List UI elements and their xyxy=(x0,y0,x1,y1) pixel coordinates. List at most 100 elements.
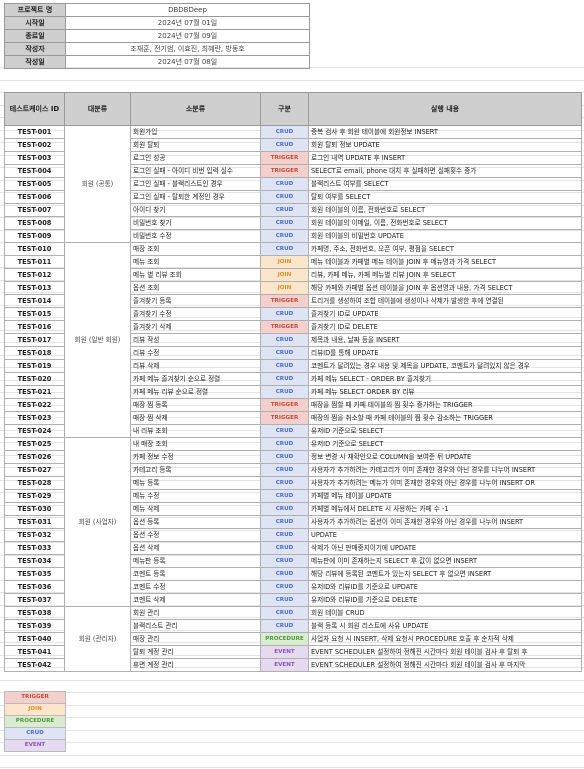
minor-category-cell: 비밀번호 수정 xyxy=(130,229,261,243)
test-id-cell: TEST-042 xyxy=(4,658,65,672)
content-cell: 회원 테이블의 이름, 전화번호로 SELECT xyxy=(308,203,582,217)
project-info-table: 프로젝트 명 DBDBDeep 시작일 2024년 07월 01일 종료일 2024년 0… xyxy=(4,3,310,69)
info-key: 작성자 xyxy=(4,42,66,56)
gridline xyxy=(0,679,584,681)
minor-category-cell: 메뉴 삭제 xyxy=(130,502,261,516)
test-id-cell: TEST-030 xyxy=(4,502,65,516)
minor-category-cell: 카페 정보 수정 xyxy=(130,450,261,464)
content-cell: 즐겨찾기 ID로 UPDATE xyxy=(308,307,582,321)
minor-category-cell: 리뷰 수정 xyxy=(130,346,261,360)
content-cell: 트리거를 생성하여 조합 테이블에 생성이나 삭제가 발생한 후에 연결된 xyxy=(308,294,582,308)
minor-category-cell: 카페 메뉴 즐겨찾기 순으로 정렬 xyxy=(130,372,261,386)
legend-row: EVENT xyxy=(4,739,66,752)
test-id-cell: TEST-012 xyxy=(4,268,65,282)
test-id-cell: TEST-009 xyxy=(4,229,65,243)
type-badge: CRUD xyxy=(260,541,309,555)
minor-category-cell: 옵션 조회 xyxy=(130,281,261,295)
legend-row: JOIN xyxy=(4,703,66,716)
type-badge: CRUD xyxy=(260,203,309,217)
table-row: TEST-002 회원 탈퇴 CRUD 회원 탈퇴 정보 UPDATE xyxy=(4,138,582,152)
type-badge: CRUD xyxy=(260,190,309,204)
table-row: TEST-013 옵션 조회 JOIN 해당 카페와 카페별 옵션 테이블을 JOIN… xyxy=(4,281,582,295)
content-cell: 리뷰, 카페 메뉴, 카페 메뉴별 리뷰 JOIN 후 SELECT xyxy=(308,268,582,282)
table-row: TEST-014 즐겨찾기 등록 TRIGGER 트리거를 생성하여 조합 테이블에 … xyxy=(4,294,582,308)
test-id-cell: TEST-017 xyxy=(4,333,65,347)
type-badge: CRUD xyxy=(260,138,309,152)
minor-category-cell: 리뷰 삭제 xyxy=(130,359,261,373)
type-badge: CRUD xyxy=(260,333,309,347)
table-row: TEST-027 카테고리 등록 CRUD 사용자가 추가하려는 카테고리가 이미 존… xyxy=(4,463,582,477)
type-badge: CRUD xyxy=(260,307,309,321)
content-cell: 카페별 메뉴에서 DELETE 시 사용하는 카페 수 -1 xyxy=(308,502,582,516)
minor-category-cell: 옵션 등록 xyxy=(130,515,261,529)
test-id-cell: TEST-032 xyxy=(4,528,65,542)
header-minor: 소분류 xyxy=(130,92,261,126)
test-id-cell: TEST-021 xyxy=(4,385,65,399)
header-type: 구분 xyxy=(260,92,309,126)
minor-category-cell: 비밀번호 찾기 xyxy=(130,216,261,230)
minor-category-cell: 코멘트 삭제 xyxy=(130,593,261,607)
type-badge: JOIN xyxy=(260,268,309,282)
legend-procedure: PROCEDURE xyxy=(4,715,66,728)
test-id-cell: TEST-038 xyxy=(4,606,65,620)
table-row: TEST-009 비밀번호 수정 CRUD 회원 테이블의 비밀번호 UPDATE xyxy=(4,229,582,243)
minor-category-cell: 카페 메뉴 리뷰 순으로 정렬 xyxy=(130,385,261,399)
info-row: 시작일 2024년 07월 01일 xyxy=(4,16,310,30)
content-cell: 회원 테이블 CRUD xyxy=(308,606,582,620)
type-badge: CRUD xyxy=(260,528,309,542)
info-value: 조재훈, 전기범, 이효진, 최혜란, 방동호 xyxy=(65,42,310,56)
table-row: TEST-004 로그인 실패 - 아이디 비번 입력 실수 TRIGGER SELE… xyxy=(4,164,582,178)
table-row: TEST-037 코멘트 삭제 CRUD 유저ID와 리뷰ID를 기준으로 DELET… xyxy=(4,593,582,607)
table-row: TEST-012 메뉴 별 리뷰 조회 JOIN 리뷰, 카페 메뉴, 카페 메뉴별 … xyxy=(4,268,582,282)
content-cell: 사용자가 추가하려는 카테고리가 이미 존재한 경우와 아닌 경우를 나누어 I… xyxy=(308,463,582,477)
table-row: TEST-010 회원 (일반 회원) 매장 조회 CRUD 카페명, 주소, 전화번호… xyxy=(4,242,582,438)
type-badge: CRUD xyxy=(260,177,309,191)
minor-category-cell: 매장 찜 등록 xyxy=(130,398,261,412)
content-cell: 블랙리스트 여부를 SELECT xyxy=(308,177,582,191)
table-row: TEST-036 코멘트 수정 CRUD 유저ID와 리뷰ID를 기준으로 UPDAT… xyxy=(4,580,582,594)
test-id-cell: TEST-008 xyxy=(4,216,65,230)
legend-event: EVENT xyxy=(4,739,66,752)
legend-row: PROCEDURE xyxy=(4,715,66,728)
minor-category-cell: 메뉴 등록 xyxy=(130,476,261,490)
table-row: TEST-025 회원 (사업자) 내 매장 조회 CRUD 유저ID 기준으로 SEL… xyxy=(4,437,582,607)
gridline xyxy=(0,767,584,768)
info-row: 작성일 2024년 07월 08일 xyxy=(4,55,310,69)
content-cell: 카페 메뉴 SELECT - ORDER BY 즐겨찾기 xyxy=(308,372,582,386)
content-cell: 삭제가 아닌 판매중지이기에 UPDATE xyxy=(308,541,582,555)
table-row: TEST-017 리뷰 작성 CRUD 제목과 내용, 날짜 등을 INSERT xyxy=(4,333,582,347)
content-cell: 회원 탈퇴 정보 UPDATE xyxy=(308,138,582,152)
type-badge: TRIGGER xyxy=(260,151,309,165)
minor-category-cell: 카테고리 등록 xyxy=(130,463,261,477)
content-cell: 회원 테이블의 이메일, 이름, 전화번호로 SELECT xyxy=(308,216,582,230)
test-id-cell: TEST-001 xyxy=(4,125,65,139)
type-badge: JOIN xyxy=(260,281,309,295)
minor-category-cell: 즐겨찾기 수정 xyxy=(130,307,261,321)
minor-category-cell: 회원 탈퇴 xyxy=(130,138,261,152)
minor-category-cell: 메뉴판 등록 xyxy=(130,554,261,568)
type-badge: CRUD xyxy=(260,346,309,360)
header-major: 대분류 xyxy=(64,92,131,126)
test-id-cell: TEST-031 xyxy=(4,515,65,529)
minor-category-cell: 로그인 실패 - 아이디 비번 입력 실수 xyxy=(130,164,261,178)
content-cell: 로그인 내역 UPDATE 후 INSERT xyxy=(308,151,582,165)
type-badge: CRUD xyxy=(260,424,309,438)
content-cell: 매장을 찜할 때 카페 테이블의 찜 횟수 증가하는 TRIGGER xyxy=(308,398,582,412)
info-value: DBDBDeep xyxy=(65,3,310,17)
info-key: 종료일 xyxy=(4,29,66,43)
table-row: TEST-034 메뉴판 등록 CRUD 메뉴판에 이미 존재하는지 SELECT 후… xyxy=(4,554,582,568)
minor-category-cell: 즐겨찾기 등록 xyxy=(130,294,261,308)
gridline xyxy=(0,742,584,743)
table-row: TEST-029 메뉴 수정 CRUD 카페별 메뉴 테이블 UPDATE xyxy=(4,489,582,503)
type-badge: PROCEDURE xyxy=(260,632,309,646)
test-id-cell: TEST-025 xyxy=(4,437,65,451)
test-id-cell: TEST-005 xyxy=(4,177,65,191)
gridline xyxy=(0,704,584,706)
type-badge: TRIGGER xyxy=(260,411,309,425)
test-id-cell: TEST-037 xyxy=(4,593,65,607)
test-id-cell: TEST-006 xyxy=(4,190,65,204)
type-badge: CRUD xyxy=(260,229,309,243)
gridline xyxy=(0,754,584,756)
content-cell: 카페명, 주소, 전화번호, 오픈 여부, 평점을 SELECT xyxy=(308,242,582,256)
type-badge: EVENT xyxy=(260,658,309,672)
